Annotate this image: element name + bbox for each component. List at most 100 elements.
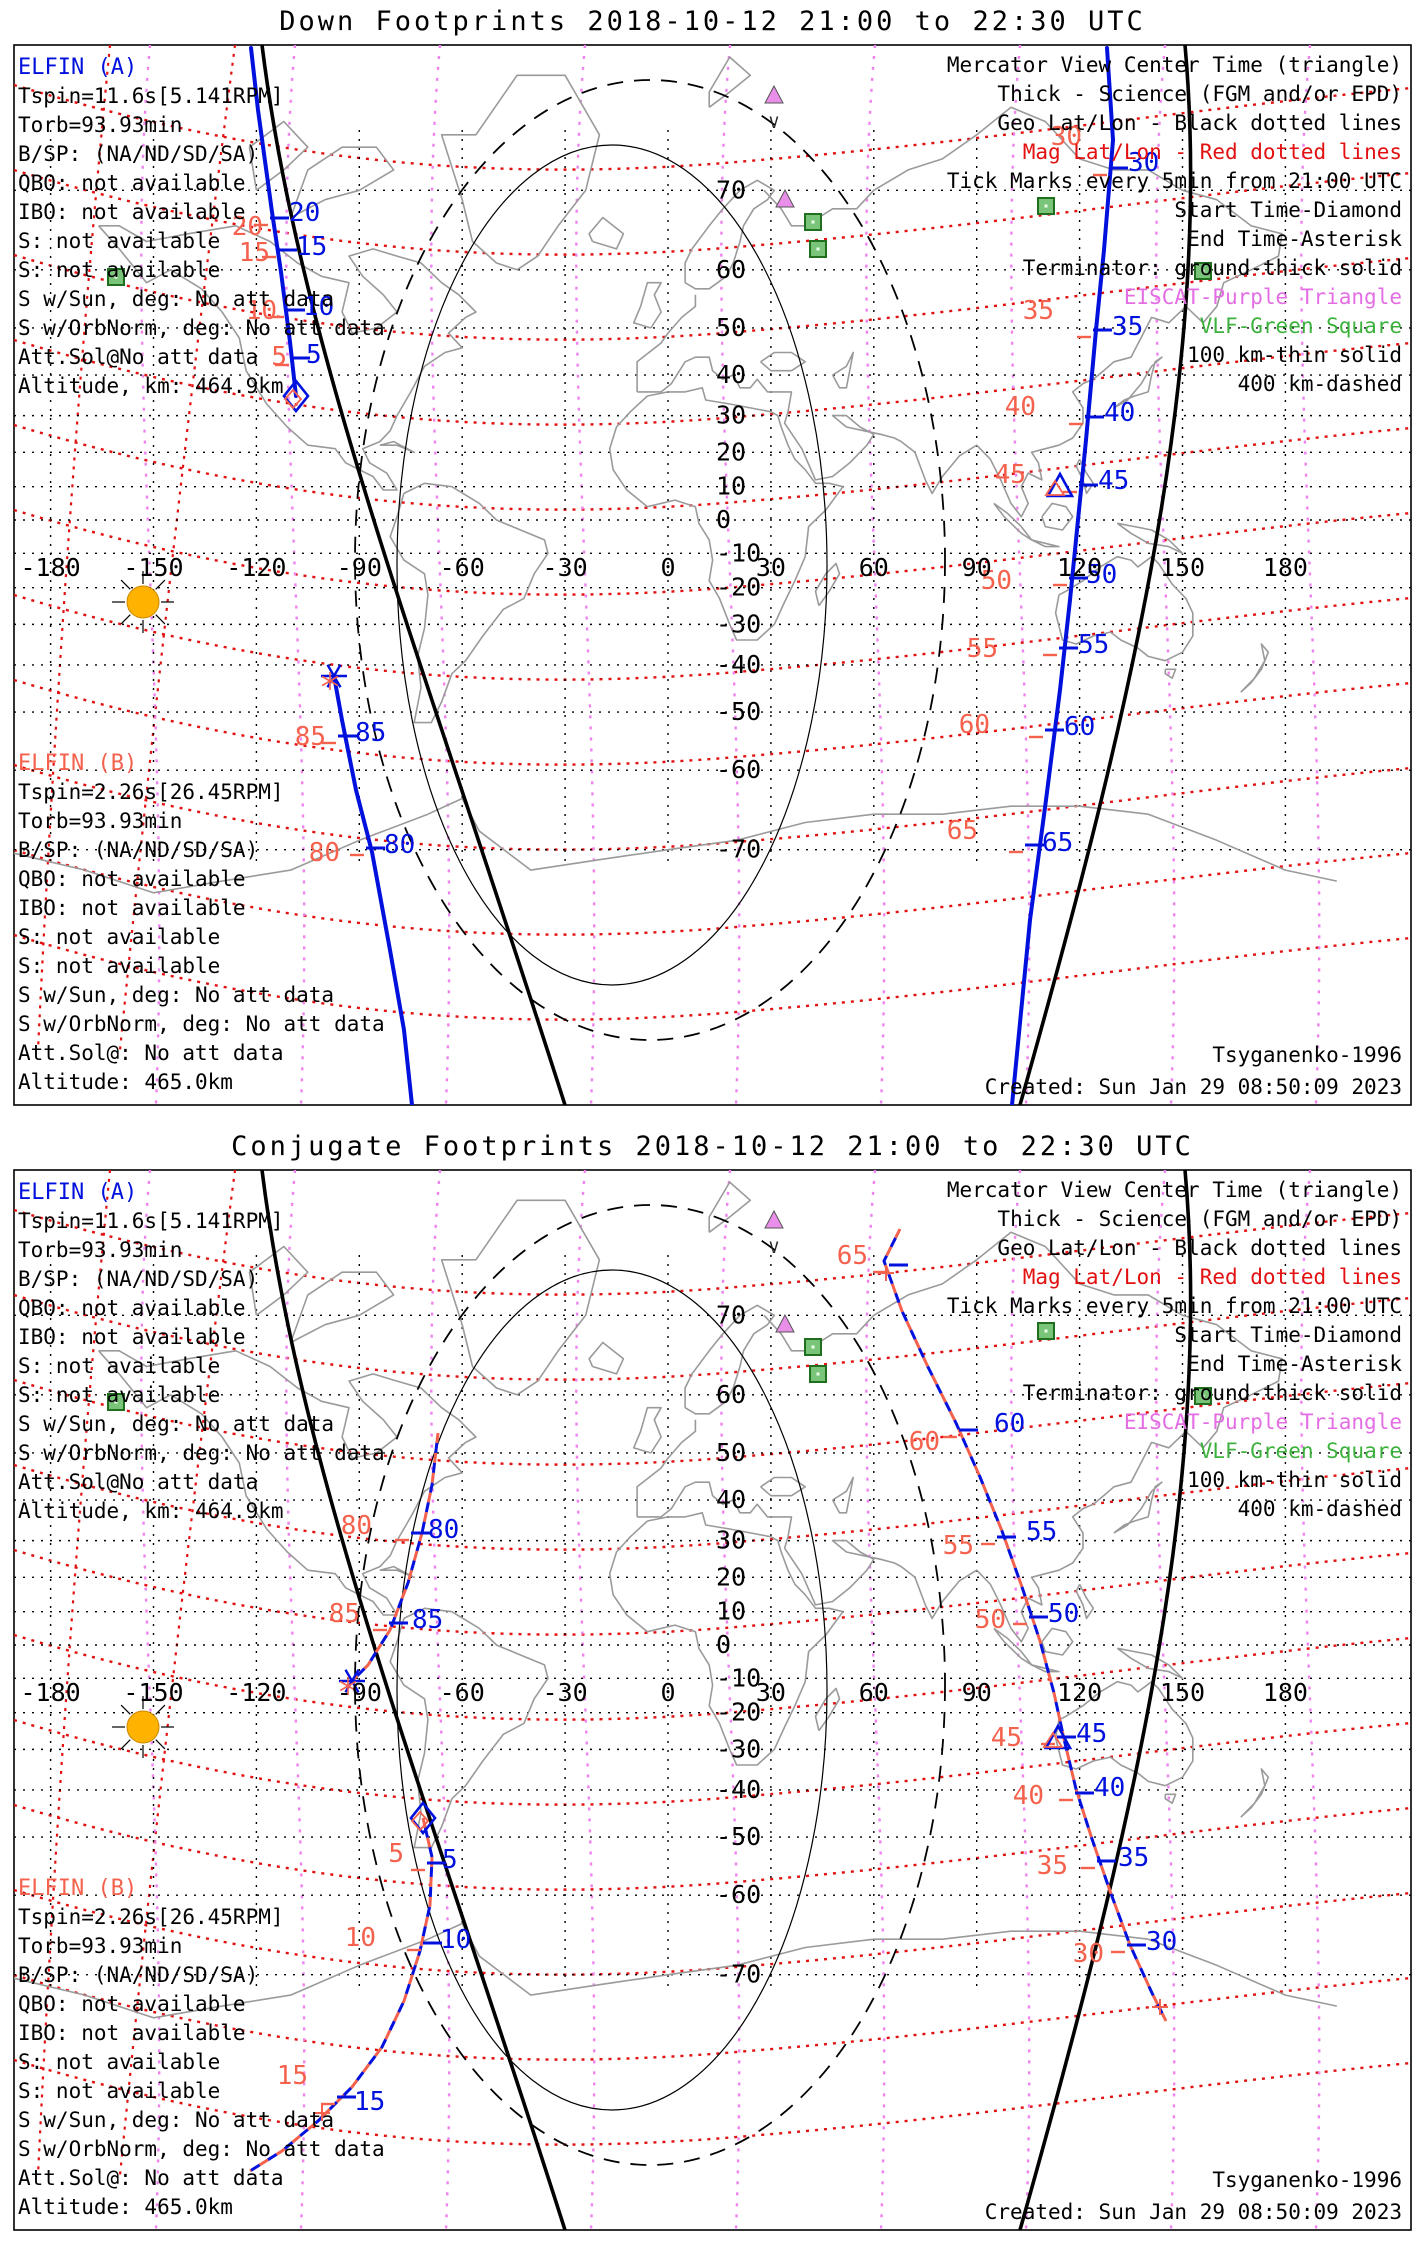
tick-label-elfin-a: 65 <box>1042 828 1073 858</box>
tick-label-elfin-b: 5 <box>388 1839 404 1869</box>
legend-line: 100 km-thin solid <box>1187 1468 1402 1492</box>
legend-line: Start Time-Diamond <box>1174 198 1402 222</box>
terminator-ground-west <box>260 45 567 1105</box>
elfin-a-info-line: Att.Sol@No att data <box>18 345 258 369</box>
sun-marker <box>112 571 174 633</box>
elfin-b-info: ELFIN (B) Tspin=2.26s[26.45RPM] Torb=93.93… <box>18 1876 385 2219</box>
legend-line: Thick - Science (FGM and/or EPD) <box>997 82 1402 106</box>
elfin-b-info-line: Att.Sol@: No att data <box>18 1041 284 1065</box>
legend-line: End Time-Asterisk <box>1187 1352 1402 1376</box>
tick-label-elfin-a: 15 <box>354 2087 385 2117</box>
vlf-marker <box>804 213 822 231</box>
lat-tick-label: -40 <box>716 650 761 679</box>
vlf-marker <box>1037 1322 1055 1340</box>
lat-tick-label: -40 <box>716 1775 761 1804</box>
tick-label-elfin-a: 55 <box>1078 630 1109 660</box>
tick-label-elfin-b: 55 <box>943 1531 974 1561</box>
elfin-b-info-line: Torb=93.93min <box>18 1934 182 1958</box>
conjugate-footprints-panel: Conjugate Footprints 2018-10-12 21:00 to… <box>0 1125 1425 2250</box>
legend-line: Geo Lat/Lon - Black dotted lines <box>997 1236 1402 1260</box>
start-diamond-marker <box>409 1800 437 1836</box>
lon-tick-label: 90 <box>962 553 992 582</box>
elfin-a-info-line: Att.Sol@No att data <box>18 1470 258 1494</box>
lon-tick-label: 120 <box>1057 1678 1102 1707</box>
lon-tick-label: -180 <box>20 1678 80 1707</box>
start-diamond-red <box>410 1810 430 1832</box>
elfin-a-info-line: Tspin=11.6s[5.141RPM] <box>18 1209 284 1233</box>
lon-tick-label: -30 <box>543 1678 588 1707</box>
end-asterisk-marker <box>321 664 347 690</box>
view-center-v-label: V <box>769 113 779 132</box>
lat-tick-label: -70 <box>716 1960 761 1989</box>
elfin-a-info-line: Torb=93.93min <box>18 1238 182 1262</box>
elfin-a-info-line: B/SP: (NA/ND/SD/SA) <box>18 1267 258 1291</box>
legend-line: EISCAT-Purple Triangle <box>1124 285 1402 309</box>
vlf-marker <box>107 1393 125 1411</box>
lon-tick-label: 60 <box>859 553 889 582</box>
legend-line: Thick - Science (FGM and/or EPD) <box>997 1207 1402 1231</box>
lat-tick-label: 20 <box>716 437 746 466</box>
lon-tick-label: 30 <box>756 1678 786 1707</box>
terminator-400km <box>354 79 946 1041</box>
lat-tick-label: 20 <box>716 1562 746 1591</box>
lat-tick-label: -50 <box>716 697 761 726</box>
lon-tick-label: -180 <box>20 553 80 582</box>
lon-tick-label: -30 <box>543 553 588 582</box>
tick-label-elfin-b: 85 <box>295 722 326 752</box>
tick-label-elfin-a: 85 <box>355 718 386 748</box>
conjugate-footprints-title: Conjugate Footprints 2018-10-12 21:00 to… <box>231 1131 1194 1162</box>
elfin-b-header: ELFIN (B) <box>18 1876 137 1901</box>
elfin-b-info: ELFIN (B) Tspin=2.26s[26.45RPM] Torb=93.93… <box>18 751 385 1094</box>
elfin-a-info-line: S: not available <box>18 1354 220 1378</box>
lon-tick-label: -150 <box>123 1678 183 1707</box>
lat-tick-label: 50 <box>716 313 746 342</box>
elfin-b-info-line: S w/OrbNorm, deg: No att data <box>18 1012 385 1036</box>
legend-line: Mercator View Center Time (triangle) <box>947 1178 1402 1202</box>
tick-label-elfin-b: 45 <box>995 460 1026 490</box>
elfin-a-header: ELFIN (A) <box>18 55 137 80</box>
legend-line: 400 km-dashed <box>1238 1497 1402 1521</box>
lon-tick-label: -90 <box>337 553 382 582</box>
elfin-ab-southamerica-track: 85 85 80 80 <box>295 664 415 1105</box>
start-diamond-red <box>283 388 303 410</box>
down-footprints-title: Down Footprints 2018-10-12 21:00 to 22:3… <box>279 6 1146 37</box>
conj-southamerica-start-track: 5 5 10 10 15 15 <box>249 1800 471 2173</box>
down-footprints-map: V202015151010553030353540404545505055556… <box>13 44 1412 1106</box>
elfin-a-info-line: S: not available <box>18 229 220 253</box>
tick-label-elfin-a: 50 <box>1086 560 1117 590</box>
lat-tick-label: 0 <box>716 505 731 534</box>
tick-label-elfin-b: 40 <box>1013 1781 1044 1811</box>
elfin-b-info-line: S: not available <box>18 2050 220 2074</box>
tick-label-elfin-a: 5 <box>442 1845 458 1875</box>
terminator-ground-west <box>260 1170 567 2230</box>
elfin-b-info-line: QBO: not available <box>18 1992 246 2016</box>
tick-label-elfin-b: 85 <box>329 1599 360 1629</box>
lon-tick-label: 30 <box>756 553 786 582</box>
lat-tick-label: -60 <box>716 1880 761 1909</box>
model-label: Tsyganenko-1996 <box>1212 1043 1402 1067</box>
vlf-marker <box>1037 197 1055 215</box>
lat-tick-label: 70 <box>716 1300 746 1329</box>
elfin-ab-asia-track: 30 30 35 35 40 40 45 45 50 50 55 55 60 60 65 65 <box>947 46 1159 1105</box>
legend-line: 100 km-thin solid <box>1187 343 1402 367</box>
red-plus-marker <box>1152 1999 1168 2015</box>
lat-tick-label: 10 <box>716 1597 746 1626</box>
elfin-b-info-line: S w/OrbNorm, deg: No att data <box>18 2137 385 2161</box>
elfin-b-info-line: S: not available <box>18 2079 220 2103</box>
lon-tick-label: 0 <box>660 553 675 582</box>
elfin-a-info: ELFIN (A) Tspin=11.6s[5.141RPM] Torb=93.93… <box>18 55 385 398</box>
lat-tick-label: 40 <box>716 1485 746 1514</box>
lat-tick-label: -60 <box>716 755 761 784</box>
elfin-b-info-line: B/SP: (NA/ND/SD/SA) <box>18 838 258 862</box>
tick-label-elfin-b: 20 <box>232 212 263 242</box>
vlf-marker <box>1194 262 1212 280</box>
lon-tick-label: -60 <box>440 1678 485 1707</box>
lat-tick-label: 60 <box>716 255 746 284</box>
vlf-marker <box>1194 1387 1212 1405</box>
elfin-b-header: ELFIN (B) <box>18 751 137 776</box>
tick-label-elfin-a: 15 <box>296 232 327 262</box>
elfin-b-info-line: S: not available <box>18 925 220 949</box>
tick-label-elfin-b: 65 <box>837 1241 868 1271</box>
elfin-a-info-line: QBO: not available <box>18 171 246 195</box>
